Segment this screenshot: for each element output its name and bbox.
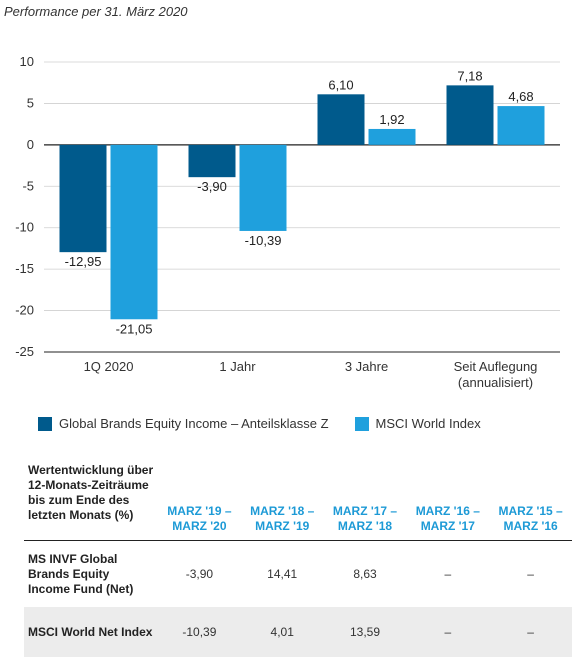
table-row: MS INVF Global Brands Equity Income Fund…	[24, 541, 572, 608]
y-tick-label: -10	[15, 220, 34, 235]
bar	[446, 85, 494, 145]
table-col-header: MARZ '15 – MARZ '16	[489, 452, 572, 541]
data-label: -12,95	[65, 254, 102, 269]
table-cell: 4,01	[240, 607, 324, 657]
x-tick-label: (annualisiert)	[458, 375, 533, 390]
data-label: 4,68	[508, 89, 533, 104]
y-tick-label: -25	[15, 344, 34, 359]
table-col-header: MARZ '18 – MARZ '19	[240, 452, 324, 541]
data-label: 7,18	[457, 68, 482, 83]
bar	[497, 106, 545, 145]
table-header-row: Wertentwicklung über 12-Monats-Zeiträume…	[24, 452, 572, 541]
bar	[368, 128, 416, 145]
table-cell: –	[406, 607, 490, 657]
bar-chart: 10 5 0 -5 -10 -15 -20 -25 1Q 2020 -12,95 -21,05 1 J…	[15, 54, 560, 390]
legend-label-fund: Global Brands Equity Income – Anteilskla…	[59, 416, 329, 431]
table-col-header: MARZ '17 – MARZ '18	[323, 452, 407, 541]
legend-item-fund: Global Brands Equity Income – Anteilskla…	[38, 416, 329, 431]
legend-swatch-index	[354, 416, 369, 431]
bar	[59, 144, 107, 253]
table-col-header: MARZ '16 – MARZ '17	[406, 452, 490, 541]
x-tick-label: 1Q 2020	[84, 359, 134, 374]
chart-title: Performance per 31. März 2020	[4, 4, 188, 19]
table-cell: 8,63	[353, 567, 377, 581]
table-cell: 14,41	[267, 567, 298, 581]
bar	[317, 94, 365, 145]
table-col-header: MARZ '19 – MARZ '20	[158, 452, 241, 541]
y-tick-label: 0	[27, 137, 34, 152]
y-tick-label: -20	[15, 303, 34, 318]
x-tick-label: 1 Jahr	[219, 359, 256, 374]
data-label: 1,92	[379, 112, 404, 127]
data-label: -3,90	[197, 179, 227, 194]
performance-table: Wertentwicklung über 12-Monats-Zeiträume…	[24, 452, 572, 657]
bar	[239, 144, 287, 231]
chart-legend: Global Brands Equity Income – Anteilskla…	[38, 416, 507, 431]
table-cell: –	[527, 567, 534, 581]
legend-swatch-fund	[38, 416, 52, 431]
data-label: -21,05	[116, 321, 153, 336]
data-label: 6,10	[328, 77, 353, 92]
table-cell: –	[489, 607, 572, 657]
y-tick-label: 5	[27, 95, 34, 110]
bar	[188, 144, 236, 178]
x-tick-label: 3 Jahre	[345, 359, 388, 374]
row-label: MS INVF Global Brands Equity Income Fund…	[28, 551, 134, 596]
y-tick-label: -15	[15, 261, 34, 276]
data-label: -10,39	[245, 233, 282, 248]
bar	[110, 144, 158, 320]
legend-label-index: MSCI World Index	[375, 416, 481, 431]
x-tick-label: Seit Auflegung	[454, 359, 538, 374]
row-label: MSCI World Net Index	[24, 607, 158, 657]
y-tick-label: 10	[20, 54, 34, 69]
table-cell: –	[444, 567, 452, 581]
table-header-label: Wertentwicklung über 12-Monats-Zeiträume…	[24, 452, 158, 541]
table-cell: -10,39	[158, 607, 241, 657]
y-tick-label: -5	[22, 178, 34, 193]
table-row: MSCI World Net Index -10,39 4,01 13,59 –…	[24, 607, 572, 657]
table-cell: 13,59	[323, 607, 407, 657]
table-cell: -3,90	[185, 567, 214, 581]
legend-item-index: MSCI World Index	[354, 416, 481, 431]
